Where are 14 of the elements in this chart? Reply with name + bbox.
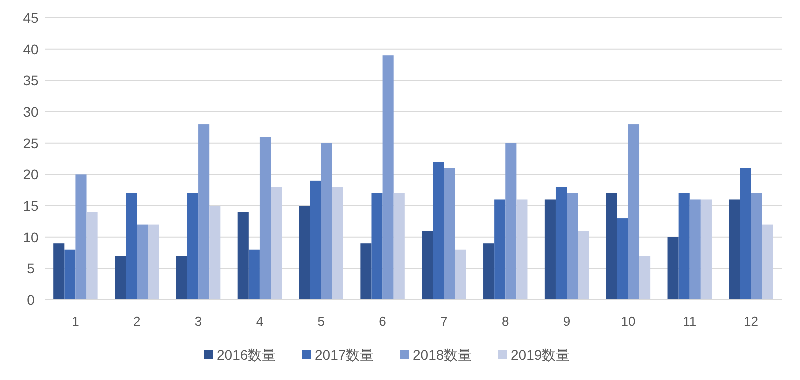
- y-tick-label: 15: [23, 198, 39, 214]
- y-tick-label: 10: [23, 229, 39, 246]
- y-tick-label: 20: [23, 166, 39, 183]
- legend-label: 2017数量: [315, 347, 374, 363]
- y-tick-label: 40: [23, 41, 39, 58]
- y-tick-label: 5: [27, 260, 36, 277]
- legend-label: 2018数量: [413, 347, 472, 363]
- legend-label: 2019数量: [511, 347, 570, 363]
- y-tick-label: 30: [23, 104, 39, 120]
- y-tick-label: 25: [23, 135, 39, 152]
- y-tick-label: 0: [27, 292, 36, 308]
- legend-label: 2016数量: [217, 347, 276, 363]
- y-tick-label: 35: [23, 72, 39, 89]
- y-tick-label: 45: [23, 10, 39, 26]
